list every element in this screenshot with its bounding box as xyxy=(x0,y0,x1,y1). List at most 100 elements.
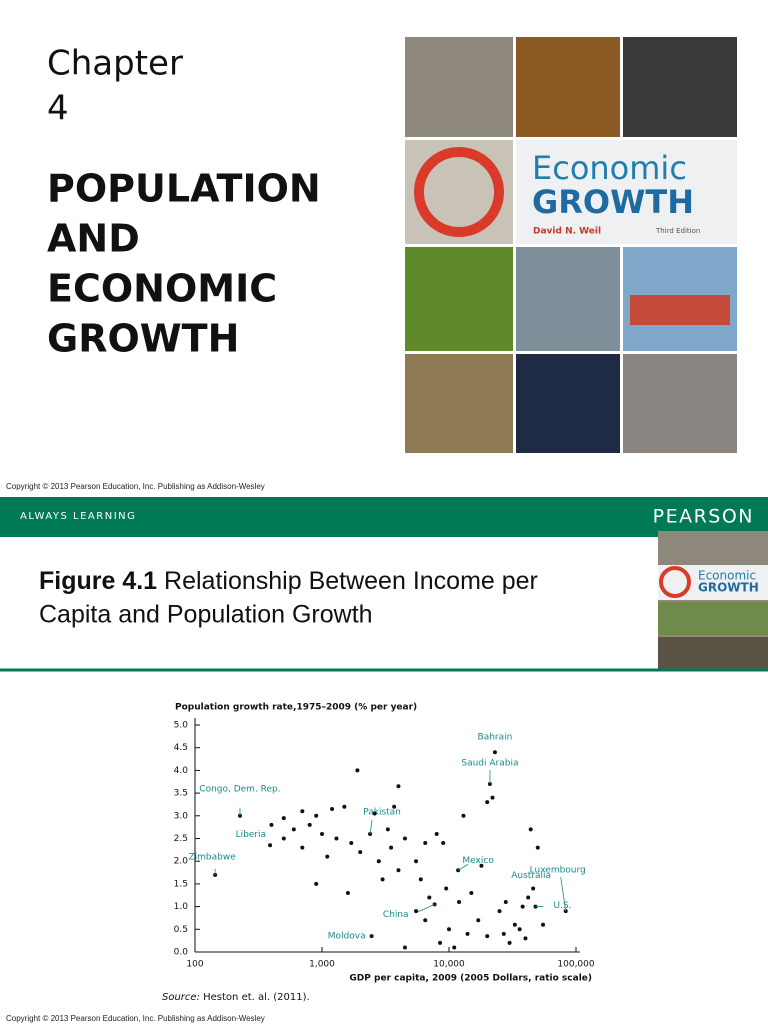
point xyxy=(490,795,495,800)
point xyxy=(492,750,497,755)
point xyxy=(476,918,481,923)
cover-thumbnail: Economic GROWTH xyxy=(658,531,768,670)
point-label: Australia xyxy=(511,871,551,881)
point xyxy=(389,845,394,850)
point xyxy=(452,945,457,950)
point xyxy=(320,831,324,836)
y-tick-label: 0.5 xyxy=(174,925,188,935)
point xyxy=(300,809,305,814)
point xyxy=(330,806,335,811)
y-tick-label: 5.0 xyxy=(174,721,189,731)
thumb-title: GROWTH xyxy=(698,581,759,595)
y-tick-label: 4.0 xyxy=(174,766,189,776)
point xyxy=(423,918,428,923)
point xyxy=(523,936,528,941)
point xyxy=(269,822,274,827)
figure-title: Figure 4.1 Relationship Between Income p… xyxy=(39,567,538,595)
point-label: China xyxy=(383,910,409,920)
point xyxy=(396,784,401,789)
point xyxy=(355,768,360,773)
point xyxy=(281,816,286,821)
point xyxy=(520,904,525,909)
source-prefix: Source: xyxy=(162,992,200,1003)
point xyxy=(268,843,273,848)
cover-edition: Third Edition xyxy=(655,227,700,235)
point xyxy=(376,859,381,864)
point-label: Luxembourg xyxy=(530,866,586,876)
point xyxy=(528,827,533,832)
point xyxy=(497,909,502,914)
slide-title: POPULATION xyxy=(47,167,321,211)
thumb-title: Economic xyxy=(698,569,756,583)
point xyxy=(334,836,339,841)
point xyxy=(291,827,296,832)
point xyxy=(349,841,354,846)
point xyxy=(402,945,407,950)
point xyxy=(402,836,407,841)
point xyxy=(423,841,428,846)
point xyxy=(531,886,536,891)
point xyxy=(465,931,470,936)
x-tick-label: 100 xyxy=(186,960,203,970)
point xyxy=(307,822,312,827)
point-label: Saudi Arabia xyxy=(461,759,518,769)
point xyxy=(418,877,423,882)
point xyxy=(380,877,385,882)
point xyxy=(342,804,347,809)
y-tick-label: 1.5 xyxy=(174,879,188,889)
point xyxy=(447,927,451,932)
point xyxy=(512,922,517,927)
slide-title: ECONOMIC xyxy=(47,267,277,311)
point xyxy=(485,800,490,805)
y-tick-label: 4.5 xyxy=(174,743,188,753)
cover-author: David N. Weil xyxy=(533,227,601,237)
point xyxy=(469,890,474,895)
y-tick-label: 2.0 xyxy=(174,857,189,867)
leader xyxy=(560,877,567,912)
point xyxy=(325,854,330,859)
figure-title: Capita and Population Growth xyxy=(39,601,373,629)
banner-left: ALWAYS LEARNING xyxy=(20,511,136,522)
point xyxy=(517,927,522,932)
book-cover: Economic GROWTH David N. Weil Third Edit… xyxy=(405,37,737,453)
point xyxy=(541,922,546,927)
y-tick-label: 2.5 xyxy=(174,834,188,844)
point xyxy=(503,900,508,905)
point xyxy=(485,934,490,939)
point-label: Zimbabwe xyxy=(188,852,236,862)
y-tick-label: 0.0 xyxy=(174,948,189,958)
point xyxy=(396,868,401,873)
y-tick-label: 3.5 xyxy=(174,789,188,799)
point xyxy=(281,836,286,841)
y-axis-label: Population growth rate,1975–2009 (% per … xyxy=(175,703,417,713)
point xyxy=(479,863,484,868)
point xyxy=(369,934,374,939)
y-tick-label: 1.0 xyxy=(174,902,189,912)
point xyxy=(345,890,350,895)
copyright: Copyright © 2013 Pearson Education, Inc.… xyxy=(6,482,265,491)
x-tick-label: 100,000 xyxy=(557,960,594,970)
point xyxy=(444,886,449,891)
x-axis-label: GDP per capita, 2009 (2005 Dollars, rati… xyxy=(349,974,592,984)
source-text: Heston et. al. (2011). xyxy=(203,992,310,1003)
banner-right: PEARSON xyxy=(653,506,754,528)
point xyxy=(501,931,506,936)
point-label: Pakistan xyxy=(363,807,401,817)
cover-title: GROWTH xyxy=(532,183,694,221)
point xyxy=(535,845,540,850)
point-label: U.S. xyxy=(554,901,572,911)
leader xyxy=(369,819,373,835)
x-tick-label: 1,000 xyxy=(309,960,335,970)
x-tick-label: 10,000 xyxy=(433,960,465,970)
point xyxy=(358,850,363,855)
point xyxy=(300,845,305,850)
chapter-number: 4 xyxy=(47,89,69,129)
point xyxy=(414,859,419,864)
y-tick-label: 3.0 xyxy=(174,811,189,821)
point xyxy=(438,940,443,945)
point-label: Liberia xyxy=(236,830,266,840)
figure-title-text: Relationship Between Income per xyxy=(164,567,538,595)
point xyxy=(414,909,419,914)
leader xyxy=(457,863,469,871)
